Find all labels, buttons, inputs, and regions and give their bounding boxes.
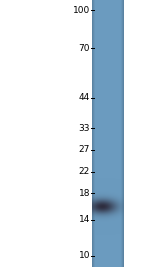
- Text: 100: 100: [73, 6, 90, 15]
- Text: 22: 22: [79, 167, 90, 176]
- Text: 27: 27: [79, 145, 90, 154]
- Text: 44: 44: [79, 93, 90, 102]
- Text: 10: 10: [78, 251, 90, 260]
- Text: 70: 70: [78, 44, 90, 53]
- Text: 18: 18: [78, 189, 90, 198]
- Text: 33: 33: [78, 124, 90, 133]
- Text: 14: 14: [79, 215, 90, 224]
